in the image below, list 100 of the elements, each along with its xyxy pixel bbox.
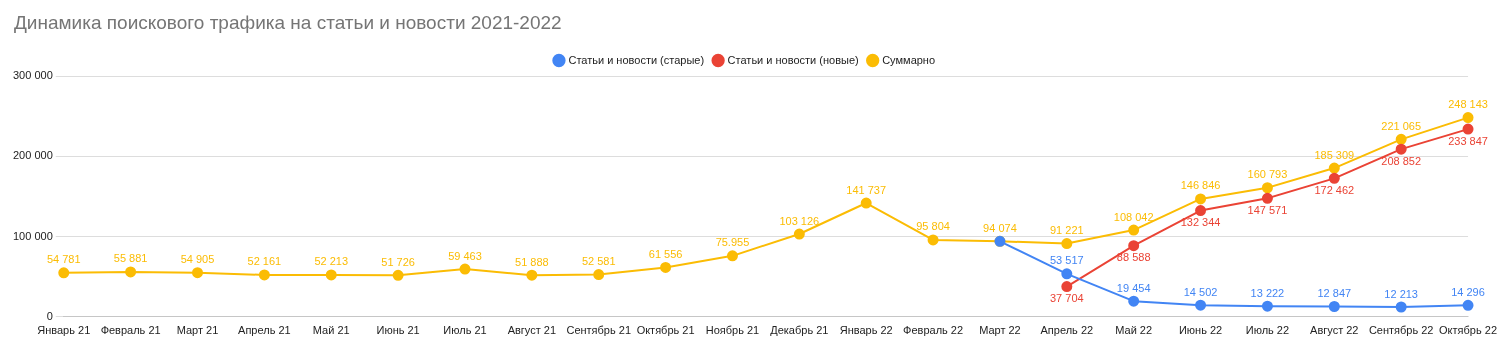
data-label: 14 296: [1451, 285, 1485, 298]
point: [1261, 300, 1273, 312]
x-tick-label: Март 21: [176, 324, 219, 337]
data-label: 12 847: [1317, 287, 1352, 300]
x-tick-label: Июнь 21: [376, 324, 420, 337]
data-label: 19 454: [1116, 281, 1151, 294]
data-label: 88 588: [1116, 251, 1151, 264]
point: [1061, 281, 1073, 293]
data-label: 146 846: [1180, 179, 1221, 192]
x-tick-label: Ноябрь 21: [705, 324, 760, 337]
point: [1395, 143, 1407, 155]
data-label: 51 726: [381, 255, 415, 268]
point: [1061, 268, 1073, 280]
x-tick-label: Май 22: [1115, 324, 1153, 337]
point: [258, 269, 270, 281]
x-tick-label: Июль 21: [443, 324, 487, 337]
x-tick-label: Октябрь 22: [1439, 324, 1498, 337]
data-label: 132 344: [1180, 216, 1221, 229]
x-tick-label: Декабрь 21: [770, 324, 829, 337]
x-tick-label: Июнь 22: [1178, 324, 1223, 337]
x-tick-label: Апрель 22: [1040, 324, 1094, 337]
x-tick-label: Сентябрь 22: [1368, 324, 1434, 337]
data-label: 160 793: [1247, 168, 1288, 181]
point: [1061, 238, 1073, 250]
data-label: 108 042: [1113, 210, 1154, 223]
data-label: 52 581: [581, 255, 616, 268]
data-label: 13 222: [1250, 286, 1285, 299]
y-tick-label: 100 000: [13, 229, 53, 242]
point: [1328, 300, 1340, 312]
data-label: 55 881: [113, 252, 148, 265]
point: [1128, 295, 1140, 307]
data-label: 37 704: [1049, 292, 1084, 305]
data-label: 94 074: [983, 221, 1017, 234]
point: [1261, 192, 1273, 204]
point: [927, 234, 939, 246]
data-label: 12 213: [1384, 287, 1418, 300]
data-label: 248 143: [1448, 98, 1488, 111]
y-tick-label: 300 000: [13, 69, 53, 82]
legend-label: Статьи и новости (старые): [568, 53, 705, 66]
data-label: 14 502: [1183, 285, 1218, 298]
data-label: 95 804: [916, 220, 950, 233]
x-tick-label: Сентябрь 21: [566, 324, 632, 337]
data-label: 91 221: [1049, 224, 1084, 237]
data-label: 59 463: [448, 249, 482, 262]
data-label: 221 065: [1381, 119, 1422, 132]
x-tick-label: Февраль 22: [903, 324, 964, 337]
legend-label: Суммарно: [882, 53, 936, 66]
x-tick-label: Январь 21: [37, 324, 91, 337]
point: [1128, 240, 1140, 252]
point: [526, 269, 538, 281]
x-tick-label: Май 21: [312, 324, 350, 337]
x-tick-label: Март 22: [979, 324, 1021, 337]
x-tick-label: Апрель 21: [238, 324, 291, 337]
point: [1462, 112, 1474, 124]
x-tick-label: Август 21: [507, 324, 557, 337]
point: [1261, 182, 1273, 194]
point: [1395, 301, 1407, 313]
data-label: 233 847: [1448, 134, 1488, 147]
x-tick-label: Февраль 21: [100, 324, 161, 337]
point: [192, 267, 203, 279]
point: [325, 269, 337, 281]
point: [1195, 205, 1207, 217]
data-label: 52 161: [247, 255, 282, 268]
data-label: 141 737: [846, 183, 887, 196]
point: [593, 269, 605, 281]
data-label: 54 781: [46, 253, 81, 266]
data-label: 53 517: [1049, 254, 1084, 267]
data-label: 147 571: [1247, 203, 1288, 216]
point: [459, 263, 471, 275]
point: [58, 267, 70, 279]
point: [660, 261, 672, 273]
data-label: 51 888: [515, 255, 549, 268]
data-label: 75.955: [715, 236, 750, 249]
point: [1462, 123, 1474, 135]
chart-title: Динамика поискового трафика на статьи и новости 2021-2022: [14, 12, 562, 34]
data-label: 52 213: [314, 255, 349, 268]
data-label: 61 556: [648, 247, 683, 260]
x-tick-label: Октябрь 21: [636, 324, 695, 337]
point: [125, 266, 137, 278]
point: [1195, 299, 1207, 311]
point: [1128, 224, 1140, 236]
data-label: 208 852: [1381, 154, 1422, 167]
legend-label: Статьи и новости (новые): [727, 53, 859, 66]
point: [793, 228, 805, 240]
point: [392, 269, 404, 281]
point: [1195, 193, 1207, 205]
point: [1328, 162, 1340, 174]
data-label: 103 126: [779, 214, 820, 227]
point: [860, 197, 872, 209]
point: [1462, 299, 1474, 311]
y-tick-label: 0: [46, 309, 53, 322]
x-tick-label: Январь 22: [839, 324, 893, 337]
point: [1395, 133, 1407, 145]
point: [726, 250, 738, 262]
y-tick-label: 200 000: [13, 149, 53, 162]
data-label: 185 309: [1314, 148, 1355, 161]
x-tick-label: Август 22: [1310, 324, 1359, 337]
data-label: 54 905: [180, 253, 215, 266]
point: [1328, 172, 1340, 184]
x-tick-label: Июль 22: [1245, 324, 1290, 337]
